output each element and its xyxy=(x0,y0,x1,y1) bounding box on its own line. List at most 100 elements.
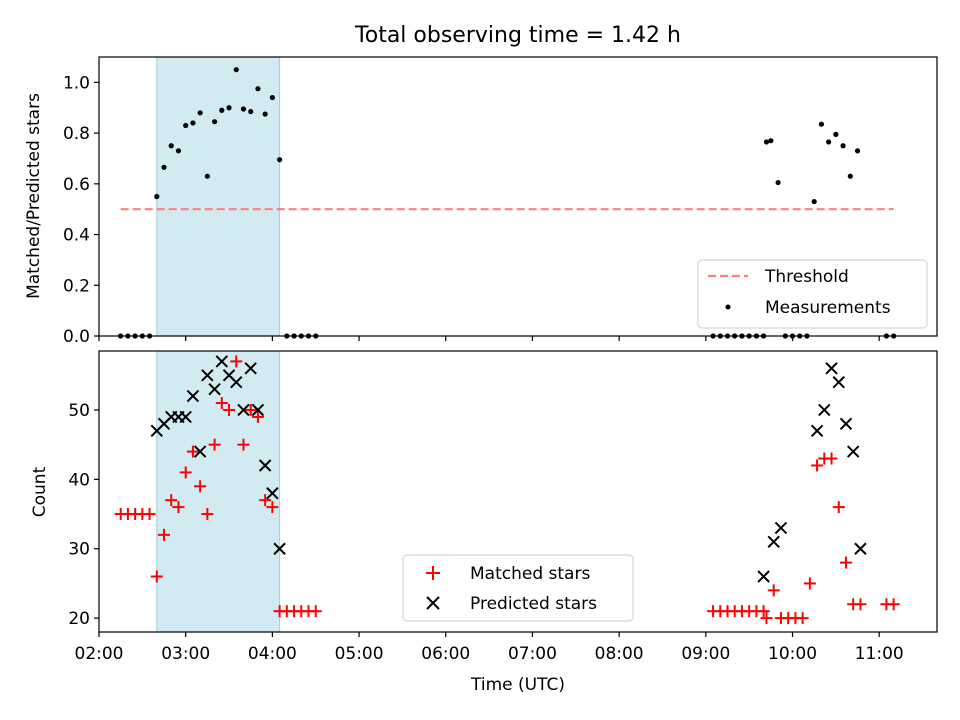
top-y-axis-ticks: 0.0 0.2 0.4 0.6 0.8 1.0 xyxy=(63,73,99,347)
predicted-star-point xyxy=(846,445,860,458)
predicted-star-point xyxy=(251,403,265,417)
matched-star-point xyxy=(854,598,867,611)
measurement-point xyxy=(826,139,832,145)
measurement-point xyxy=(240,106,247,112)
predicted-star-point xyxy=(244,362,257,375)
x-tick-label: 08:00 xyxy=(595,644,644,664)
predicted-star-point xyxy=(266,487,279,500)
top-y-tick-label: 0.2 xyxy=(63,276,90,296)
matched-star-point xyxy=(803,577,816,590)
measurement-point xyxy=(840,143,846,149)
matched-star-point xyxy=(244,403,257,416)
top-y-tick-label: 1.0 xyxy=(63,73,90,93)
top-y-tick-label: 0.4 xyxy=(63,226,90,246)
bottom-y-axis-ticks: 20 30 40 50 xyxy=(68,401,99,629)
matched-star-point xyxy=(887,598,900,611)
matched-star-point xyxy=(194,480,207,493)
matched-star-point xyxy=(208,438,221,451)
measurement-point xyxy=(161,164,167,170)
matched-star-point xyxy=(179,466,192,479)
measurement-point xyxy=(190,120,196,126)
bottom-highlight-span-layer xyxy=(156,350,281,633)
top-axes-frame xyxy=(98,56,938,337)
legend-matched-swatch xyxy=(426,566,440,580)
predicted-star-point xyxy=(193,445,207,458)
predicted-star-point xyxy=(818,403,831,417)
measurement-point xyxy=(763,139,770,145)
measurement-point xyxy=(255,86,261,92)
measurement-point xyxy=(854,148,861,154)
matched-star-point xyxy=(825,452,838,465)
predicted-stars-layer xyxy=(150,355,867,583)
matched-star-point xyxy=(796,612,809,625)
measurement-point xyxy=(175,148,182,154)
matched-star-point xyxy=(760,612,773,625)
x-tick-label: 03:00 xyxy=(161,644,210,664)
measurement-point xyxy=(277,157,283,163)
top-panel: 0.0 0.2 0.4 0.6 0.8 1.0 Matched/Predicted sta… xyxy=(24,56,938,347)
matched-star-point xyxy=(309,605,322,618)
bottom-y-tick-label: 40 xyxy=(68,470,90,490)
measurement-point xyxy=(219,107,225,113)
bottom-legend: Matched stars Predicted stars xyxy=(402,554,634,622)
matched-star-point xyxy=(811,459,824,472)
top-legend: Threshold Measurements xyxy=(697,259,928,329)
predicted-star-point xyxy=(832,376,845,389)
x-tick-label: 09:00 xyxy=(681,644,730,664)
matched-star-point xyxy=(215,397,228,410)
matched-star-point xyxy=(259,494,272,507)
predicted-star-point xyxy=(215,355,229,368)
matched-star-point xyxy=(266,501,279,514)
matched-star-point xyxy=(172,501,185,514)
legend-predicted-label: Predicted stars xyxy=(470,594,597,614)
measurement-point xyxy=(811,198,817,205)
bottom-y-tick-label: 20 xyxy=(68,609,90,629)
top-y-tick-label: 0.0 xyxy=(63,327,90,347)
legend-matched-label: Matched stars xyxy=(470,564,590,584)
predicted-star-point xyxy=(810,424,824,437)
legend-measurements-label: Measurements xyxy=(765,298,891,318)
x-tick-label: 11:00 xyxy=(855,644,904,664)
matched-star-point xyxy=(757,605,770,618)
bottom-x-axis-ticks: 02:00 03:00 04:00 05:00 06:00 07:00 08:00 09:00… xyxy=(75,632,904,664)
matched-star-point xyxy=(767,584,780,597)
bottom-y-tick-label: 50 xyxy=(68,401,90,421)
matched-star-point xyxy=(223,403,236,416)
measurement-point xyxy=(204,173,210,179)
predicted-star-point xyxy=(825,362,838,375)
matched-star-point xyxy=(150,570,163,583)
predicted-star-point xyxy=(757,570,770,583)
top-y-tick-label: 0.6 xyxy=(63,175,90,195)
predicted-star-point xyxy=(186,389,200,403)
bottom-highlight-span xyxy=(156,350,281,633)
matched-star-point xyxy=(143,508,156,521)
measurement-point xyxy=(775,179,781,186)
measurement-point xyxy=(233,67,239,73)
measurement-point xyxy=(833,131,839,137)
chart-title: Total observing time = 1.42 h xyxy=(354,23,681,48)
measurement-point xyxy=(248,108,254,115)
predicted-star-point xyxy=(854,542,867,555)
bottom-y-tick-label: 30 xyxy=(68,540,90,560)
matched-star-point xyxy=(158,528,171,541)
legend-threshold-label: Threshold xyxy=(764,267,849,287)
predicted-star-point xyxy=(179,410,192,424)
measurement-point xyxy=(197,110,203,116)
x-tick-label: 05:00 xyxy=(335,644,384,664)
matched-star-point xyxy=(832,501,845,514)
top-y-tick-label: 0.8 xyxy=(63,124,90,144)
matched-star-point xyxy=(237,438,250,451)
predicted-star-point xyxy=(839,417,853,431)
top-legend-box xyxy=(697,259,928,329)
predicted-star-point xyxy=(237,403,250,417)
matched-star-point xyxy=(251,410,264,423)
x-tick-label: 06:00 xyxy=(421,644,470,664)
matched-stars-layer xyxy=(114,355,900,625)
legend-measurements-swatch xyxy=(725,304,731,310)
measurement-point xyxy=(168,143,174,149)
top-highlight-span-layer xyxy=(156,56,281,337)
x-tick-label: 10:00 xyxy=(768,644,817,664)
measurement-point xyxy=(183,122,189,129)
